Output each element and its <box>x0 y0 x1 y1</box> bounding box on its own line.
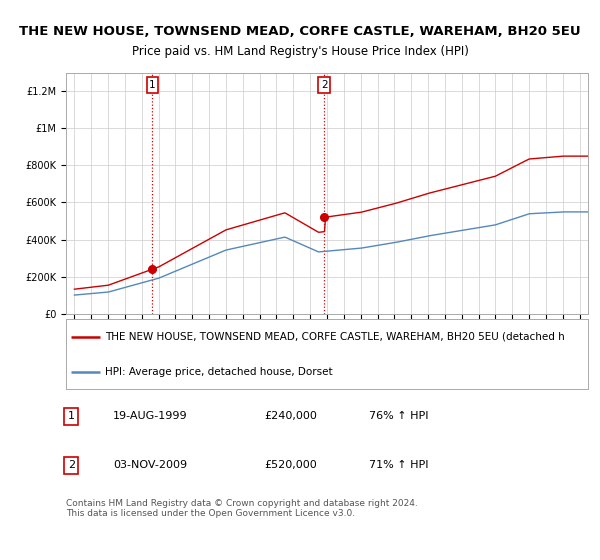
Text: 2: 2 <box>321 80 328 90</box>
Text: £240,000: £240,000 <box>265 412 317 421</box>
Text: 76% ↑ HPI: 76% ↑ HPI <box>369 412 428 421</box>
Text: £520,000: £520,000 <box>265 460 317 470</box>
Text: 19-AUG-1999: 19-AUG-1999 <box>113 412 188 421</box>
Text: 2: 2 <box>68 460 75 470</box>
Text: 71% ↑ HPI: 71% ↑ HPI <box>369 460 428 470</box>
Text: THE NEW HOUSE, TOWNSEND MEAD, CORFE CASTLE, WAREHAM, BH20 5EU (detached h: THE NEW HOUSE, TOWNSEND MEAD, CORFE CAST… <box>105 332 565 342</box>
Text: THE NEW HOUSE, TOWNSEND MEAD, CORFE CASTLE, WAREHAM, BH20 5EU: THE NEW HOUSE, TOWNSEND MEAD, CORFE CAST… <box>19 25 581 38</box>
Text: Contains HM Land Registry data © Crown copyright and database right 2024.
This d: Contains HM Land Registry data © Crown c… <box>66 498 418 518</box>
Text: 03-NOV-2009: 03-NOV-2009 <box>113 460 187 470</box>
Text: Price paid vs. HM Land Registry's House Price Index (HPI): Price paid vs. HM Land Registry's House … <box>131 45 469 58</box>
Text: HPI: Average price, detached house, Dorset: HPI: Average price, detached house, Dors… <box>105 367 333 377</box>
Text: 1: 1 <box>149 80 156 90</box>
Text: 1: 1 <box>68 412 75 421</box>
